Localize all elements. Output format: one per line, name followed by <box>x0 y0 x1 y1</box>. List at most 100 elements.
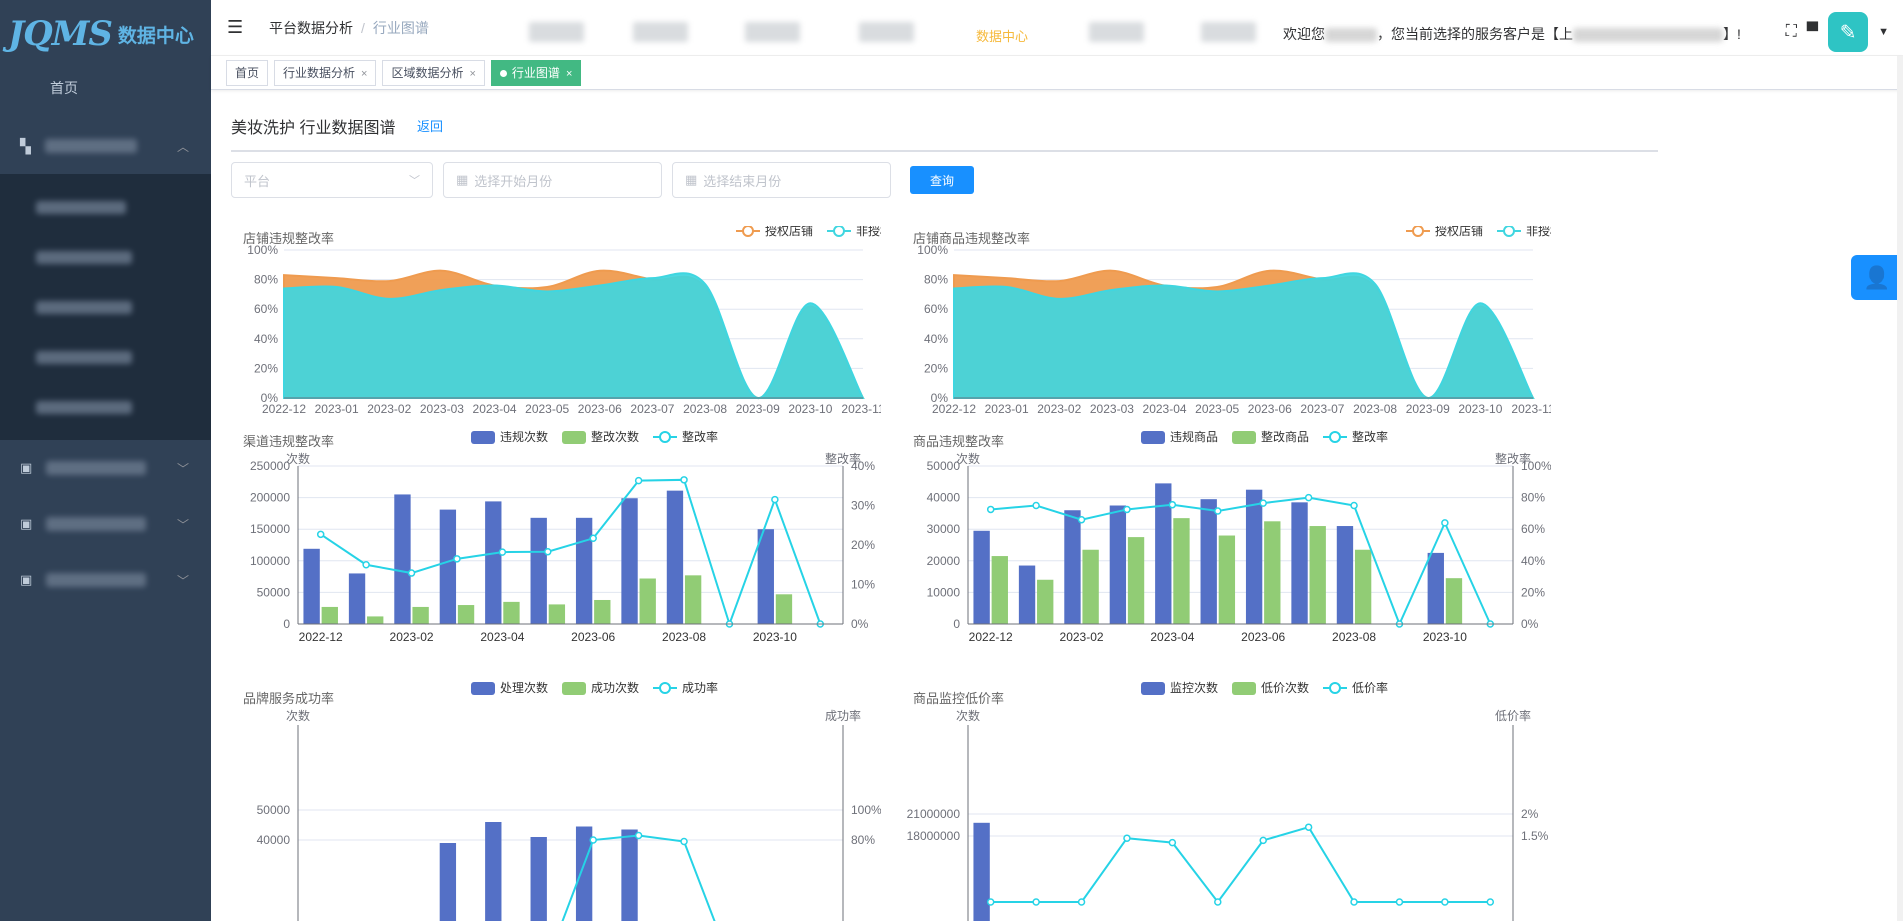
y2-tick-label: 100% <box>851 803 881 817</box>
sidebar-group-1[interactable]: ▚ ︿ <box>0 118 211 174</box>
legend-label: 非授权店铺 <box>1526 226 1551 238</box>
bar-0 <box>666 490 684 624</box>
sidebar-group-2[interactable]: ▣ ﹀ <box>0 440 211 496</box>
y2-tick-label: 1.5% <box>1521 829 1549 843</box>
y-tick-label: 0% <box>261 391 279 405</box>
monitor-icon[interactable]: ▀ <box>1806 23 1819 40</box>
end-month-picker[interactable]: ▦ 选择结束月份 <box>672 162 891 198</box>
nav-blurred[interactable] <box>633 22 688 42</box>
scrollbar[interactable] <box>1897 56 1903 921</box>
platform-select[interactable]: 平台 ﹀ <box>231 162 433 198</box>
y-tick-label: 50000 <box>927 459 961 473</box>
rate-point <box>1168 838 1177 847</box>
y-axis-label: 次数 <box>956 451 980 466</box>
bar-0 <box>348 573 366 624</box>
submenu-item[interactable] <box>0 332 211 382</box>
x-tick-label: 2023-04 <box>480 630 524 644</box>
hamburger-icon[interactable]: ☰ <box>227 17 244 37</box>
query-button[interactable]: 查询 <box>910 166 975 194</box>
x-tick-label: 2023-01 <box>985 402 1029 416</box>
legend-label: 成功率 <box>682 680 718 695</box>
y-tick-label: 21000000 <box>907 807 961 821</box>
x-tick-label: 2022-12 <box>932 402 976 416</box>
legend-marker <box>1412 226 1424 237</box>
nav-blurred[interactable] <box>1201 22 1256 42</box>
tag-region-analysis[interactable]: 区域数据分析 × <box>382 59 485 86</box>
rate-point <box>407 569 416 577</box>
area-series-1 <box>283 272 865 399</box>
legend-swatch <box>1141 682 1165 695</box>
y-axis-label: 次数 <box>956 708 980 723</box>
rate-point <box>498 548 507 556</box>
y-tick-label: 150000 <box>250 522 290 536</box>
y-axis-label: 次数 <box>286 451 310 466</box>
sidebar-item-home[interactable]: 首页 <box>50 80 78 96</box>
rate-point <box>1350 501 1358 510</box>
tag-industry-graph[interactable]: 行业图谱 × <box>490 59 582 86</box>
rate-point <box>771 495 779 504</box>
submenu-item[interactable] <box>0 182 211 232</box>
bar-0 <box>485 501 502 624</box>
chart-store-product-rectification: 店铺商品违规整改率 授权店铺 非授权店铺 0% 20% 40% 60% 80% 100% 2022… <box>913 226 1551 416</box>
bar-1 <box>1264 521 1281 624</box>
bar-0 <box>1200 499 1217 624</box>
bar-1 <box>991 556 1008 624</box>
close-icon[interactable]: × <box>361 67 368 80</box>
rate-point <box>589 836 597 844</box>
nav-blurred[interactable] <box>859 22 914 42</box>
x-tick-label: 2022-12 <box>969 630 1013 644</box>
sidebar-group-3[interactable]: ▣ ﹀ <box>0 496 211 552</box>
close-icon[interactable]: × <box>565 67 573 80</box>
tag-home[interactable]: 首页 <box>226 59 269 86</box>
rate-line <box>990 496 1492 627</box>
avatar[interactable]: ✎ <box>1828 12 1869 52</box>
back-link[interactable]: 返回 <box>417 119 444 134</box>
submenu-item[interactable] <box>0 382 211 432</box>
nav-blurred[interactable] <box>529 22 584 42</box>
y-tick-label: 40000 <box>927 491 961 505</box>
y-tick-label: 80% <box>254 273 278 287</box>
main-content: 美妆洗护 行业数据图谱 返回 平台 ﹀ ▦ 选择开始月份 ▦ 选择结束月份 查询 店铺… <box>211 90 1903 921</box>
logo: JQMS 数据中心 <box>0 0 211 68</box>
bar-0 <box>1064 510 1081 624</box>
y-tick-label: 20% <box>924 361 948 375</box>
start-month-picker[interactable]: ▦ 选择开始月份 <box>443 162 662 198</box>
rate-point <box>1486 898 1495 906</box>
nav-blurred[interactable] <box>1089 22 1144 42</box>
bar-0 <box>1245 489 1263 624</box>
close-icon[interactable]: × <box>469 67 476 80</box>
y2-tick-label: 20% <box>1521 585 1545 599</box>
legend-marker <box>659 682 671 694</box>
legend-swatch <box>471 682 495 695</box>
platform-placeholder: 平台 <box>244 173 271 189</box>
user-service-icon[interactable]: 👤 <box>1851 255 1903 300</box>
chart-title: 店铺商品违规整改率 <box>913 231 1030 246</box>
y2-tick-label: 0% <box>1521 617 1539 631</box>
y-tick-label: 20000 <box>927 554 961 568</box>
breadcrumb: 平台数据分析 / 行业图谱 <box>269 19 429 36</box>
breadcrumb-item[interactable]: 平台数据分析 <box>269 19 353 36</box>
submenu-item[interactable] <box>0 232 211 282</box>
x-tick-label: 2023-04 <box>1150 630 1194 644</box>
y-tick-label: 60% <box>254 302 278 316</box>
nav-data-center[interactable]: 数据中心 <box>976 29 1029 44</box>
x-tick-label: 2023-04 <box>1143 402 1187 416</box>
rate-point <box>589 534 597 543</box>
tag-industry-analysis[interactable]: 行业数据分析 × <box>274 59 377 86</box>
bar-1 <box>1173 518 1190 624</box>
x-tick-label: 2023-02 <box>1037 402 1081 416</box>
nav-blurred[interactable] <box>745 22 800 42</box>
y-tick-label: 40% <box>924 332 948 346</box>
caret-down-icon[interactable]: ▼ <box>1878 26 1889 38</box>
rate-point <box>1032 898 1040 906</box>
sidebar-group-4[interactable]: ▣ ﹀ <box>0 552 211 608</box>
legend-label: 低价率 <box>1352 680 1388 695</box>
rate-point <box>544 547 552 556</box>
submenu-item[interactable] <box>0 282 211 332</box>
chevron-down-icon: ﹀ <box>409 175 420 187</box>
fullscreen-icon[interactable]: ⛶ <box>1785 23 1797 40</box>
bar-0 <box>1336 526 1354 624</box>
bar-0 <box>303 548 320 624</box>
y2-tick-label: 2% <box>1521 807 1539 821</box>
